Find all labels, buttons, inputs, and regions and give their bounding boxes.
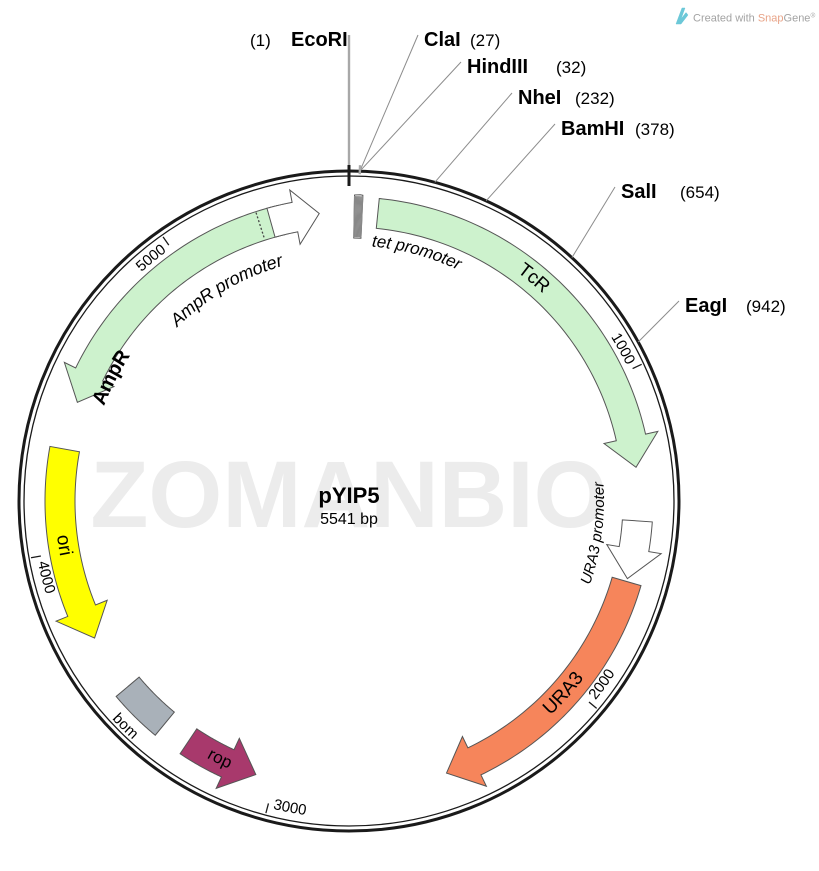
svg-text:NheI: NheI — [518, 87, 561, 109]
svg-text:SalI: SalI — [621, 181, 657, 203]
svg-text:o: o — [591, 499, 608, 508]
svg-text:EcoRI: EcoRI — [291, 29, 348, 51]
svg-text:BamHI: BamHI — [561, 118, 624, 140]
svg-text:pYIP5: pYIP5 — [318, 483, 379, 508]
svg-text:(942): (942) — [746, 297, 786, 316]
svg-text:Created with SnapGene®: Created with SnapGene® — [693, 12, 815, 25]
svg-text:(27): (27) — [470, 31, 500, 50]
svg-text:(1): (1) — [250, 31, 271, 50]
svg-text:(232): (232) — [575, 89, 615, 108]
svg-text:(654): (654) — [680, 183, 720, 202]
svg-text:m: m — [590, 507, 608, 520]
svg-text:ClaI: ClaI — [424, 29, 461, 51]
svg-text:HindIII: HindIII — [467, 56, 528, 78]
svg-text:(32): (32) — [556, 58, 586, 77]
svg-text:5541 bp: 5541 bp — [320, 511, 378, 528]
svg-text:e: e — [591, 487, 608, 496]
svg-text:EagI: EagI — [685, 295, 727, 317]
svg-text:(378): (378) — [635, 120, 675, 139]
